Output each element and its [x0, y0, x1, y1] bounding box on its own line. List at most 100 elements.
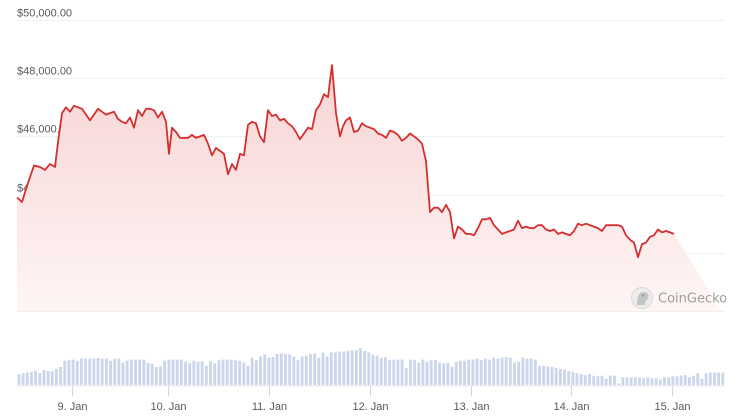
volume-bar [513, 362, 516, 385]
volume-bar [163, 360, 167, 385]
volume-bar [113, 358, 117, 385]
volume-bar [533, 359, 537, 385]
coingecko-watermark: CoinGecko [631, 287, 727, 309]
volume-bar [96, 358, 100, 385]
volume-bar [146, 362, 150, 385]
volume-bar [454, 361, 458, 386]
volume-bar [175, 359, 179, 385]
volume-bar [213, 363, 217, 385]
volume-bar [92, 358, 96, 385]
x-axis-label: 13. Jan [453, 401, 489, 413]
volume-bar [109, 360, 112, 385]
volume-bar [271, 357, 275, 385]
volume-bar [550, 367, 554, 385]
volume-bar [575, 373, 579, 385]
volume-bar [184, 361, 187, 386]
volume-bar [59, 367, 63, 385]
volume-bar [496, 358, 500, 385]
x-axis-label: 11. Jan [252, 401, 287, 413]
volume-bar [642, 378, 646, 385]
volume-bar [225, 359, 229, 385]
volume-bar [188, 363, 192, 385]
volume-bar [625, 377, 629, 386]
volume-bar [234, 360, 237, 385]
volume-bar [617, 383, 621, 385]
volume-bar [367, 352, 371, 385]
volume-bar [542, 365, 546, 385]
coingecko-logo-icon [631, 287, 653, 309]
price-area-fill [17, 65, 722, 311]
x-axis-label: 15. Jan [654, 401, 690, 413]
volume-bar [708, 372, 712, 385]
volume-bar [304, 355, 308, 385]
volume-bar [238, 360, 242, 385]
volume-bar [433, 360, 437, 385]
volume-bar [613, 375, 616, 385]
volume-bar [42, 370, 46, 385]
volume-bar [396, 359, 400, 385]
volume-bar [679, 375, 683, 385]
volume-bar [421, 359, 425, 385]
x-axis-ticks [72, 386, 673, 396]
volume-bar [667, 377, 671, 386]
volume-bar [663, 377, 666, 386]
volume-bar [329, 352, 333, 385]
volume-bar [621, 377, 625, 386]
volume-bar [379, 357, 383, 385]
volume-bar [413, 360, 417, 385]
volume-bar [700, 378, 704, 385]
volume-bar [717, 372, 721, 385]
volume-bar [284, 354, 287, 385]
volume-bar [450, 367, 454, 385]
volume-bar [317, 357, 321, 385]
volume-bar [121, 362, 125, 385]
volume-bar [309, 354, 312, 385]
volume-bar [483, 358, 487, 385]
volume-bar [179, 359, 183, 385]
volume-bar [629, 377, 633, 386]
volume-bar [675, 376, 679, 385]
volume-bar [154, 367, 158, 385]
y-axis-label: $46,000.00 [17, 124, 72, 136]
volume-bar [50, 371, 54, 386]
volume-bar [392, 359, 396, 385]
volume-bar [458, 360, 462, 385]
volume-bar [250, 357, 254, 385]
volume-bar [692, 375, 696, 385]
volume-bar [263, 354, 267, 385]
volume-bar [192, 360, 196, 385]
volume-bar [279, 353, 283, 385]
volume-bar [363, 350, 367, 385]
price-line [16, 64, 675, 259]
volume-bar [142, 359, 146, 385]
volume-bar [442, 363, 446, 385]
volume-bar [429, 360, 433, 385]
volume-bar [67, 360, 71, 385]
volume-bar [471, 359, 475, 385]
volume-bar [563, 369, 566, 385]
volume-bar [504, 357, 508, 385]
volume-bar [129, 359, 133, 385]
volume-bar [288, 354, 292, 385]
volume-bar [683, 375, 687, 385]
volume-bar [346, 350, 350, 385]
volume-bar [79, 358, 83, 385]
volume-bar [242, 362, 246, 385]
volume-bar [596, 376, 600, 385]
volume-bar [688, 377, 691, 386]
volume-bar [479, 360, 483, 385]
volume-bar [529, 358, 533, 385]
volume-bar [29, 372, 33, 385]
volume-bar [571, 372, 575, 385]
volume-bar [167, 359, 171, 385]
volume-bar [404, 367, 408, 385]
volume-bar [334, 352, 337, 385]
volume-bar [171, 359, 175, 385]
volume-bar [500, 357, 504, 385]
volume-bar [150, 363, 154, 385]
volume-bar [438, 362, 441, 385]
volume-bar [134, 359, 137, 385]
volume-bar [463, 360, 466, 385]
volume-bar [588, 374, 591, 385]
